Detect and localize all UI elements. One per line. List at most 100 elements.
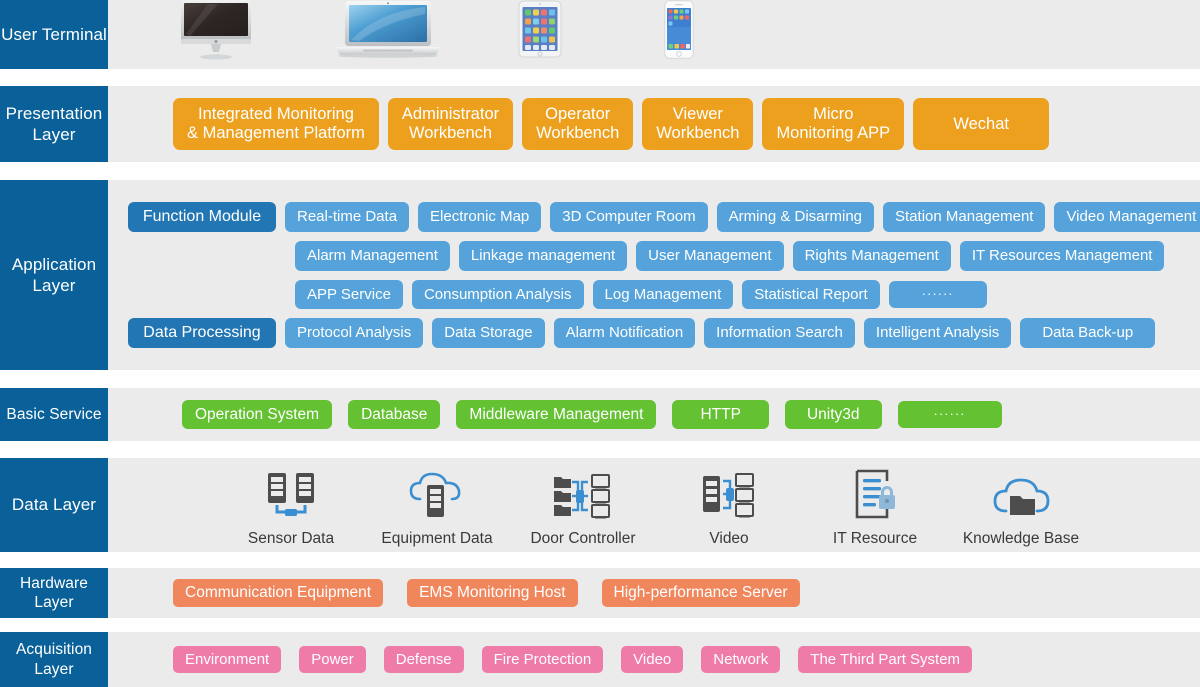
data-item-video[interactable]: Video (656, 463, 802, 548)
application-item-video-management[interactable]: Video Management (1054, 202, 1200, 232)
layer-body-data: Sensor Data Equipment (108, 458, 1200, 552)
smartphone-icon (664, 0, 694, 64)
layer-label-basic-service: Basic Service (0, 388, 108, 441)
acquisition-item-the-third-part-system[interactable]: The Third Part System (798, 645, 973, 674)
row-lead: Data Processing (128, 317, 276, 349)
application-item-station-management[interactable]: Station Management (883, 202, 1046, 232)
layer-label-line2: Layer (34, 660, 74, 678)
layer-label-line1: Hardware (20, 574, 88, 592)
data-item-it-resource[interactable]: IT Resource (802, 463, 948, 548)
layer-label-data: Data Layer (0, 458, 108, 552)
layer-basic-service: Basic Service Operation System Database … (0, 388, 1200, 441)
acquisition-item-environment[interactable]: Environment (173, 645, 282, 674)
hardware-item-ems-monitoring-host[interactable]: EMS Monitoring Host (407, 579, 578, 607)
cloud-folder-icon (990, 463, 1052, 521)
presentation-item-administrator-workbench[interactable]: Administrator Workbench (387, 98, 514, 150)
layer-label-acquisition: Acquisition Layer (0, 632, 108, 687)
door-controller-network-icon (552, 463, 614, 521)
data-item-door-controller[interactable]: Door Controller (510, 463, 656, 548)
data-item-label: IT Resource (832, 529, 918, 547)
chip-line1: Micro (813, 105, 854, 124)
data-item-label: Knowledge Base (962, 529, 1080, 547)
presentation-item-integrated-monitoring[interactable]: Integrated Monitoring & Management Platf… (173, 98, 379, 150)
application-item-real-time-data[interactable]: Real-time Data (285, 202, 410, 232)
presentation-item-micro-monitoring-app[interactable]: Micro Monitoring APP (762, 98, 905, 150)
application-row-function-module: Function Module Real-time Data Electroni… (128, 201, 1200, 233)
basic-service-item-more[interactable]: ······ (897, 401, 1002, 428)
basic-service-item-http[interactable]: HTTP (672, 399, 769, 430)
application-item-information-search[interactable]: Information Search (704, 318, 855, 348)
layer-body-application: Function Module Real-time Data Electroni… (108, 180, 1200, 370)
application-item-app-service[interactable]: APP Service (295, 279, 403, 309)
hardware-item-high-performance-server[interactable]: High-performance Server (601, 579, 800, 607)
basic-service-item-unity3d[interactable]: Unity3d (784, 399, 882, 430)
layer-label-line2: Terminal (41, 24, 107, 44)
layer-user-terminal: User Terminal (0, 0, 1200, 69)
device-row (108, 0, 1200, 69)
basic-service-items: Operation System Database Middleware Man… (108, 399, 1002, 430)
application-item-statistical-report[interactable]: Statistical Report (742, 279, 880, 309)
application-item-rights-management[interactable]: Rights Management (792, 241, 951, 271)
application-item-log-management[interactable]: Log Management (592, 279, 734, 309)
application-item-alarm-notification[interactable]: Alarm Notification (553, 318, 696, 348)
basic-service-item-database[interactable]: Database (348, 399, 441, 430)
application-item-alarm-management[interactable]: Alarm Management (295, 241, 450, 271)
layer-body-user-terminal (108, 0, 1200, 69)
application-item-protocol-analysis[interactable]: Protocol Analysis (285, 318, 424, 348)
application-item-data-storage[interactable]: Data Storage (432, 318, 545, 348)
data-item-sensor-data[interactable]: Sensor Data (218, 463, 364, 548)
layer-label-line1: Application (11, 254, 97, 274)
presentation-item-wechat[interactable]: Wechat (913, 98, 1050, 150)
layer-label-hardware: Hardware Layer (0, 568, 108, 618)
acquisition-item-video[interactable]: Video (621, 645, 684, 674)
acquisition-item-power[interactable]: Power (299, 645, 366, 674)
video-server-network-icon (701, 463, 757, 521)
application-item-3d-computer-room[interactable]: 3D Computer Room (550, 202, 708, 232)
chip-line2: Workbench (536, 124, 620, 142)
laptop-icon (333, 0, 443, 63)
chip-line1: Operator (545, 105, 611, 124)
application-row-2: Alarm Management Linkage management User… (128, 241, 1200, 271)
hardware-item-communication-equipment[interactable]: Communication Equipment (173, 579, 384, 607)
acquisition-item-defense[interactable]: Defense (383, 645, 464, 674)
chip-line2: Monitoring APP (776, 124, 891, 142)
application-item-linkage-management[interactable]: Linkage management (458, 241, 628, 271)
application-row-3: APP Service Consumption Analysis Log Man… (128, 279, 1200, 309)
layer-label-line1: User (1, 24, 38, 44)
chip-line2: Workbench (408, 124, 493, 142)
layer-label-presentation: Presentation Layer (0, 86, 108, 162)
application-item-more[interactable]: ······ (888, 280, 987, 308)
chip-line2: Workbench (656, 124, 740, 142)
presentation-item-viewer-workbench[interactable]: Viewer Workbench (642, 98, 754, 150)
application-item-consumption-analysis[interactable]: Consumption Analysis (411, 279, 584, 309)
presentation-item-operator-workbench[interactable]: Operator Workbench (522, 98, 634, 150)
layer-label-line2: Layer (32, 125, 76, 144)
application-item-arming-disarming[interactable]: Arming & Disarming (716, 202, 875, 232)
application-item-data-back-up[interactable]: Data Back-up (1020, 318, 1156, 348)
layer-label-line1: Presentation (5, 103, 103, 123)
acquisition-item-network[interactable]: Network (701, 645, 781, 674)
basic-service-item-middleware-management[interactable]: Middleware Management (456, 399, 657, 430)
acquisition-item-fire-protection[interactable]: Fire Protection (481, 645, 604, 674)
application-lead-function-module[interactable]: Function Module (128, 201, 276, 233)
presentation-items: Integrated Monitoring & Management Platf… (108, 98, 1050, 150)
layer-application: Application Layer Function Module Real-t… (0, 180, 1200, 370)
layer-data: Data Layer (0, 458, 1200, 552)
data-item-label: Door Controller (530, 529, 636, 547)
chip-line1: Wechat (953, 114, 1009, 133)
application-item-intelligent-analysis[interactable]: Intelligent Analysis (863, 318, 1012, 348)
application-item-electronic-map[interactable]: Electronic Map (418, 202, 542, 232)
layer-body-presentation: Integrated Monitoring & Management Platf… (108, 86, 1200, 162)
application-item-user-management[interactable]: User Management (636, 241, 784, 271)
layer-label-line1: Basic Service (6, 405, 102, 423)
tablet-icon (518, 0, 562, 63)
basic-service-item-operation-system[interactable]: Operation System (182, 399, 333, 430)
data-item-equipment-data[interactable]: Equipment Data (364, 463, 510, 548)
application-item-it-resources-management[interactable]: IT Resources Management (959, 241, 1165, 271)
data-item-label: Video (709, 529, 749, 547)
server-pair-icon (263, 463, 319, 521)
layer-body-hardware: Communication Equipment EMS Monitoring H… (108, 568, 1200, 618)
row-lead: Function Module (128, 201, 276, 233)
application-lead-data-processing[interactable]: Data Processing (128, 317, 276, 349)
data-item-knowledge-base[interactable]: Knowledge Base (948, 463, 1094, 548)
